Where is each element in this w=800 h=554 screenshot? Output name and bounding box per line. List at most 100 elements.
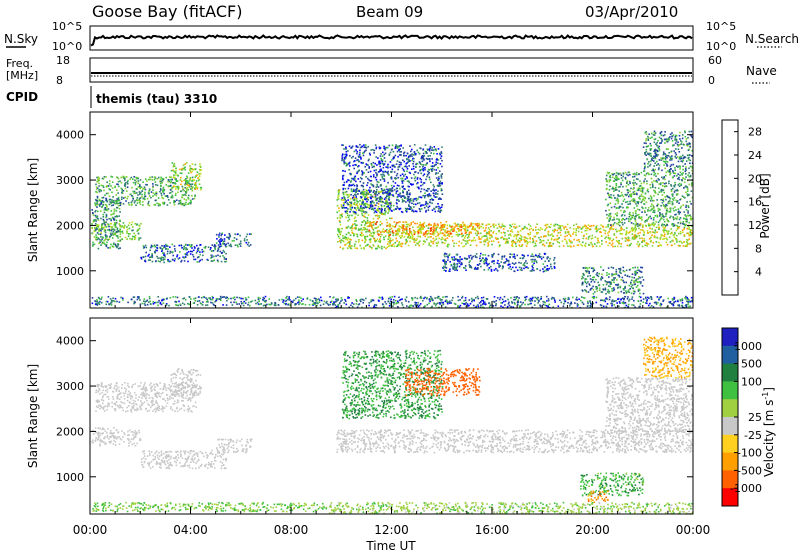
echo-cell	[493, 225, 496, 228]
echo-cell	[347, 225, 350, 228]
echo-cell	[584, 229, 587, 232]
echo-cell	[378, 146, 381, 148]
echo-cell	[508, 260, 510, 263]
echo-cell	[369, 180, 372, 182]
echo-cell	[119, 233, 122, 235]
echo-cell	[170, 184, 172, 187]
echo-cell	[601, 243, 603, 245]
echo-cell	[298, 299, 300, 302]
echo-cell	[654, 223, 656, 225]
echo-cell	[678, 244, 681, 247]
echo-cell	[438, 176, 440, 178]
echo-cell	[105, 192, 108, 195]
echo-cell	[380, 207, 383, 210]
echo-cell	[587, 236, 590, 238]
echo-cell	[434, 196, 436, 198]
echo-cell	[625, 237, 627, 240]
echo-cell	[400, 236, 403, 239]
echo-cell	[396, 199, 398, 201]
echo-cell	[385, 166, 387, 168]
echo-cell	[190, 183, 192, 186]
echo-cell	[564, 231, 567, 233]
echo-cell	[179, 303, 182, 306]
echo-cell	[660, 233, 663, 236]
echo-cell	[457, 223, 459, 225]
echo-cell	[437, 241, 440, 243]
echo-cell	[378, 234, 380, 236]
echo-cell	[438, 170, 441, 172]
echo-cell	[376, 231, 379, 233]
echo-cell	[379, 212, 382, 214]
echo-cell	[337, 194, 340, 197]
echo-cell	[612, 287, 615, 289]
echo-cell	[173, 165, 176, 167]
echo-cell	[179, 172, 182, 174]
echo-cell	[623, 229, 625, 231]
echo-cell	[424, 241, 426, 243]
echo-cell	[455, 224, 457, 226]
echo-cell	[413, 203, 415, 205]
echo-cell	[633, 173, 635, 175]
echo-cell	[297, 301, 299, 304]
echo-cell	[362, 210, 365, 213]
echo-cell	[486, 237, 489, 239]
echo-cell	[408, 201, 411, 204]
echo-cell	[389, 245, 391, 247]
noise-left-label: N.Sky	[4, 32, 38, 46]
echo-cell	[451, 257, 454, 260]
echo-cell	[111, 245, 114, 248]
echo-cell	[395, 237, 397, 240]
echo-cell	[463, 257, 466, 260]
echo-cell	[341, 215, 343, 218]
echo-cell	[456, 264, 459, 266]
echo-cell	[176, 186, 178, 188]
echo-cell	[455, 267, 457, 269]
echo-cell	[628, 195, 630, 198]
echo-cell	[592, 276, 594, 279]
echo-cell	[634, 271, 636, 273]
echo-cell	[470, 258, 473, 260]
echo-cell	[98, 228, 101, 230]
noise-left-tick-bottom: 10^0	[52, 40, 82, 53]
echo-cell	[182, 164, 185, 166]
echo-cell	[190, 188, 192, 190]
echo-cell	[388, 223, 391, 225]
echo-cell	[405, 221, 408, 224]
echo-cell	[375, 156, 377, 158]
echo-cell	[187, 188, 190, 191]
echo-cell	[658, 228, 660, 231]
echo-cell	[623, 222, 626, 224]
echo-cell	[174, 183, 177, 185]
echo-cell	[436, 153, 438, 155]
echo-cell	[644, 211, 646, 213]
echo-cell	[159, 190, 161, 193]
echo-cell	[400, 161, 402, 164]
echo-cell	[292, 301, 294, 304]
echo-cell	[393, 245, 396, 248]
echo-cell	[379, 238, 381, 240]
echo-cell	[401, 242, 404, 245]
echo-cell	[429, 233, 432, 235]
echo-cell	[98, 177, 100, 179]
echo-cell	[561, 240, 564, 242]
echo-cell	[411, 148, 413, 151]
echo-cell	[177, 175, 179, 177]
echo-cell	[399, 151, 401, 153]
echo-cell	[409, 224, 411, 227]
echo-cell	[374, 210, 377, 212]
echo-cell	[621, 221, 623, 224]
echo-cell	[536, 233, 538, 235]
echo-cell	[342, 187, 345, 190]
echo-cell	[102, 226, 105, 229]
echo-cell	[649, 223, 652, 226]
echo-cell	[629, 244, 631, 246]
echo-cell	[672, 225, 675, 227]
echo-cell	[167, 258, 169, 261]
echo-cell	[110, 234, 113, 237]
echo-cell	[455, 268, 458, 271]
echo-cell	[399, 174, 402, 177]
echo-cell	[167, 179, 170, 181]
echo-cell	[352, 164, 354, 167]
echo-cell	[468, 255, 470, 257]
echo-cell	[170, 187, 173, 190]
